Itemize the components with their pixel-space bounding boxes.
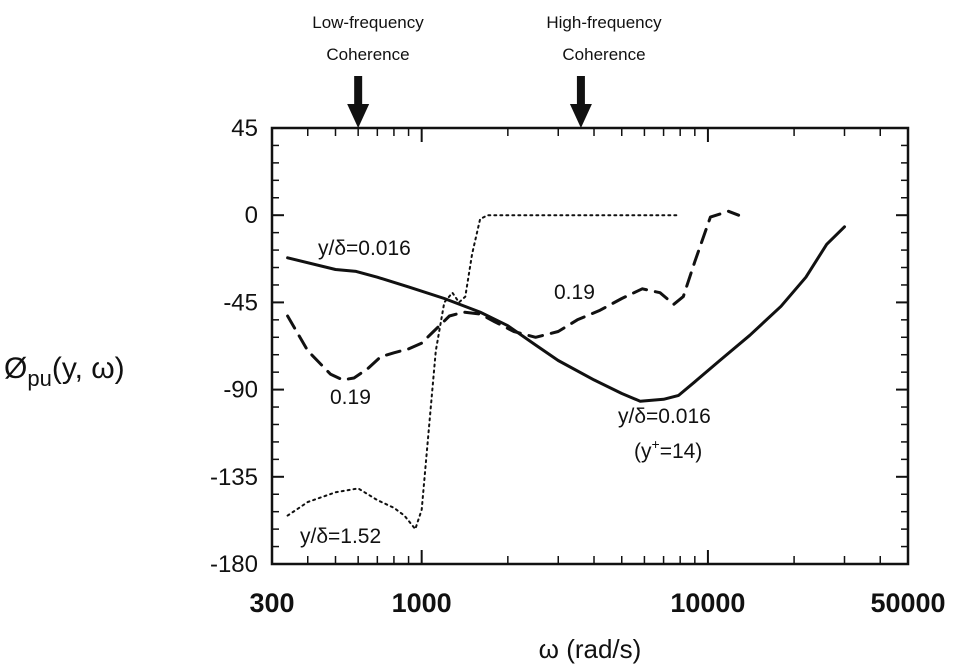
yplus-value: =14) bbox=[660, 440, 703, 463]
plot-frame bbox=[270, 126, 910, 566]
label-dashed-left: 0.19 bbox=[330, 386, 371, 409]
yplus-superscript: + bbox=[652, 436, 660, 452]
x-tick-label: 10000 bbox=[670, 588, 745, 618]
y-tick-labels: 45 0 -45 -90 -135 -180 bbox=[210, 115, 258, 578]
series-line-dotted bbox=[286, 214, 682, 531]
x-tick-label: 1000 bbox=[392, 588, 452, 618]
y-axis-title-args: (y, ω) bbox=[52, 352, 125, 385]
low-frequency-label: Low-frequency bbox=[312, 13, 424, 32]
x-tick-labels: 300 1000 10000 50000 bbox=[249, 588, 945, 618]
y-tick-label: -90 bbox=[223, 377, 258, 404]
x-tick-label: 50000 bbox=[870, 588, 945, 618]
arrow-shaft bbox=[576, 76, 585, 106]
label-yplus: (y+=14) bbox=[634, 436, 702, 463]
high-frequency-label: High-frequency bbox=[546, 13, 662, 32]
series-layer bbox=[286, 209, 846, 531]
axis-ticks bbox=[272, 127, 908, 565]
high-frequency-label-line2: Coherence bbox=[562, 45, 645, 64]
arrow-head bbox=[569, 104, 592, 128]
x-tick-label: 300 bbox=[249, 588, 294, 618]
yplus-text: (y+=14) bbox=[634, 436, 702, 463]
series-line-dashed bbox=[286, 209, 741, 382]
y-tick-label: -45 bbox=[223, 289, 258, 316]
label-dotted: y/δ=1.52 bbox=[300, 525, 381, 548]
x-axis-title: ω (rad/s) bbox=[539, 634, 642, 664]
arrow-shaft bbox=[354, 76, 363, 106]
y-tick-label: -180 bbox=[210, 551, 258, 578]
y-tick-label: -135 bbox=[210, 464, 258, 491]
label-solid-lower: y/δ=0.016 bbox=[618, 405, 711, 428]
label-solid-upper: y/δ=0.016 bbox=[318, 237, 411, 260]
series-line-solid bbox=[286, 225, 846, 403]
y-axis-title-symbol: Ø bbox=[4, 352, 27, 385]
y-axis-title: Øpu(y, ω) bbox=[4, 352, 125, 391]
y-axis-title-subscript: pu bbox=[27, 366, 51, 391]
y-tick-label: 45 bbox=[231, 115, 258, 142]
y-tick-label: 0 bbox=[245, 202, 258, 229]
y-axis-title-text: Øpu(y, ω) bbox=[4, 352, 125, 391]
arrow-group bbox=[347, 76, 592, 128]
arrow-head bbox=[347, 104, 370, 128]
low-frequency-label-line2: Coherence bbox=[326, 45, 409, 64]
yplus-base: (y bbox=[634, 440, 652, 463]
label-dashed-right: 0.19 bbox=[554, 281, 595, 304]
